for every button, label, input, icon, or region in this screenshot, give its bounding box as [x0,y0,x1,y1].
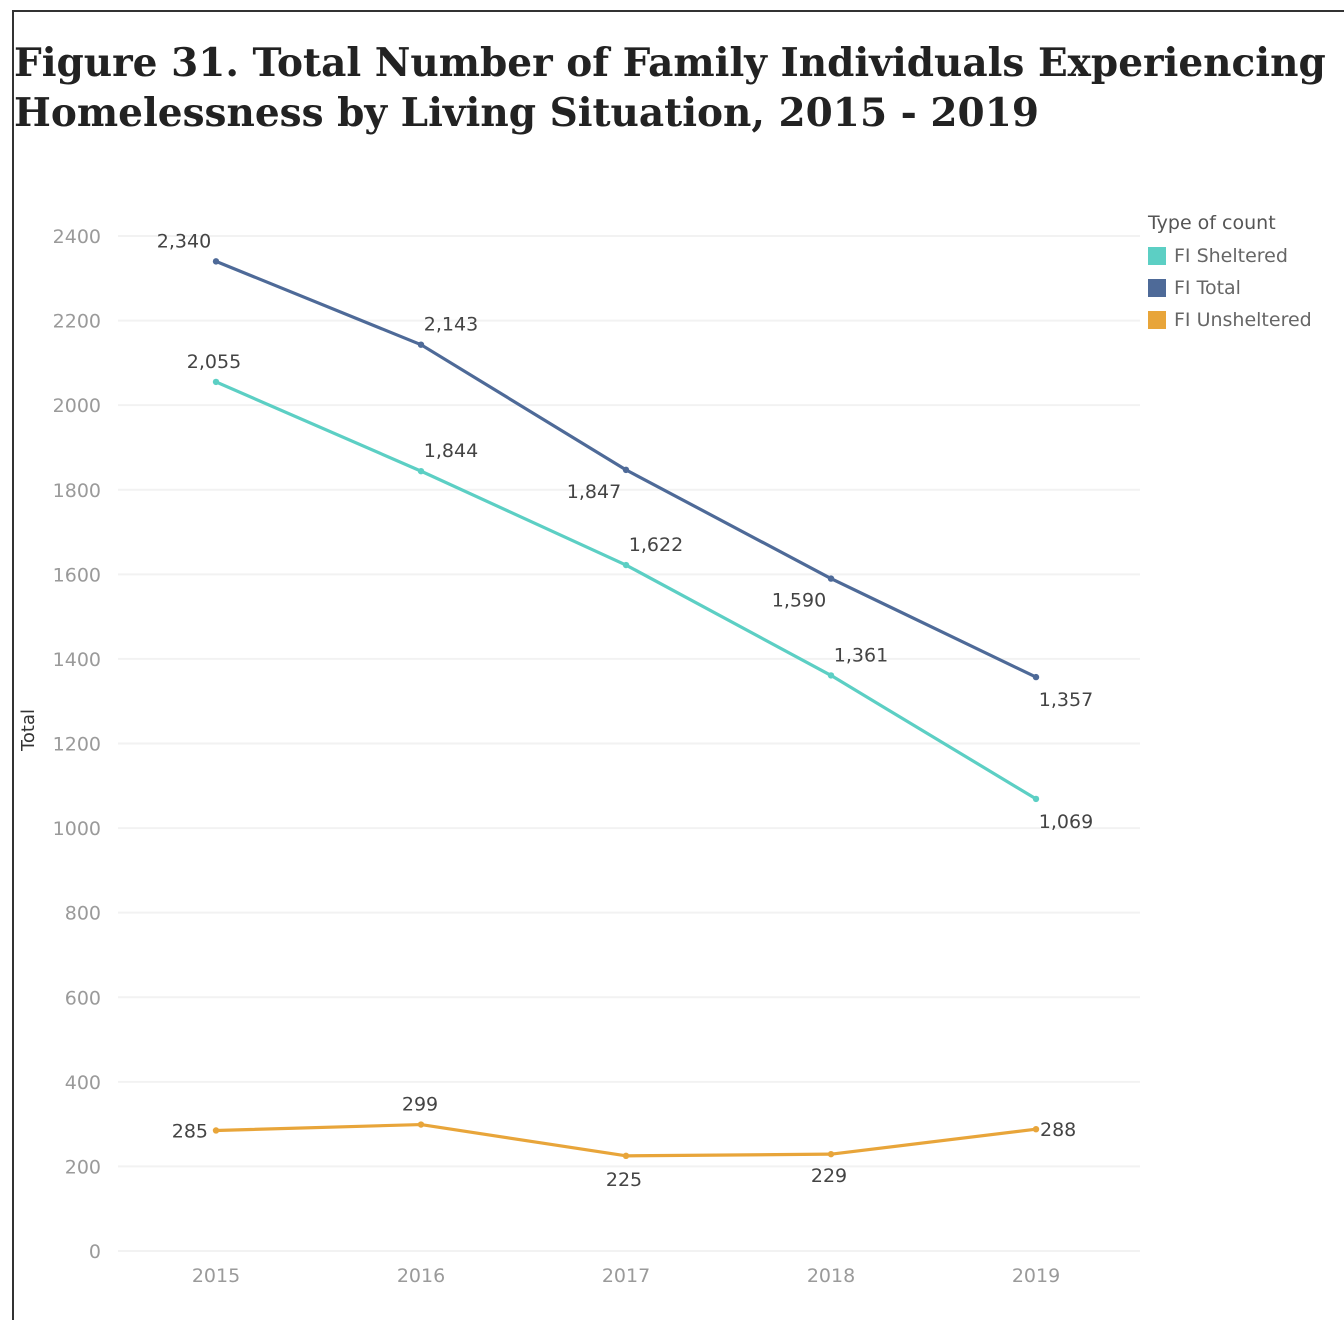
y-tick-label: 1800 [53,480,101,502]
y-tick-label: 200 [65,1156,101,1178]
data-labels: 2,055 1,844 1,622 1,361 1,069 2,340 2,143 1,847… [157,230,1093,1190]
y-tick-label: 800 [65,903,101,925]
series-line-unsheltered [214,1122,1038,1158]
data-label-total: 2,143 [424,314,478,336]
y-tick-label: 2200 [53,311,101,333]
figure-frame [12,10,1344,1320]
y-axis-ticks: 0 200 400 600 800 1000 1200 1400 1600 1800 2000 220… [53,226,101,1263]
data-point-total [1032,673,1040,681]
legend-title: Type of count [1148,212,1276,234]
data-label-sheltered: 1,622 [629,534,683,556]
y-tick-label: 1400 [53,649,101,671]
legend-label-sheltered: FI Sheltered [1174,245,1288,267]
data-point-total [212,258,220,265]
data-point-total [622,466,630,474]
legend-swatch-unsheltered [1148,311,1166,329]
y-tick-label: 600 [65,987,101,1009]
legend: Type of count FI Sheltered FI Total FI U… [1148,212,1312,336]
data-point-sheltered [827,672,835,679]
data-label-total: 2,340 [157,230,211,252]
y-tick-label: 0 [89,1241,101,1263]
data-label-unsheltered: 299 [402,1094,438,1116]
data-label-unsheltered: 229 [811,1165,847,1187]
series-points [212,258,1040,1160]
y-tick-label: 2400 [53,226,101,248]
legend-item-sheltered: FI Sheltered [1148,240,1312,272]
x-tick-label: 2017 [602,1265,650,1287]
data-label-unsheltered: 285 [172,1120,208,1142]
data-label-total: 1,590 [772,590,826,612]
x-tick-label: 2016 [397,1265,445,1287]
y-tick-label: 400 [65,1072,101,1094]
y-tick-label: 2000 [53,395,101,417]
chart-title: Figure 31. Total Number of Family Indivi… [14,40,1326,136]
x-tick-label: 2018 [807,1265,855,1287]
legend-swatch-sheltered [1148,247,1166,265]
data-point-sheltered [1032,795,1040,803]
legend-label-total: FI Total [1174,277,1241,299]
data-label-unsheltered: 288 [1040,1119,1076,1141]
x-tick-label: 2019 [1012,1265,1060,1287]
x-tick-label: 2015 [192,1265,240,1287]
y-tick-label: 1600 [53,564,101,586]
data-label-sheltered: 1,361 [834,644,888,666]
data-point-unsheltered [212,1127,220,1134]
data-label-sheltered: 1,069 [1039,811,1093,833]
data-point-sheltered [417,467,425,475]
data-label-sheltered: 1,844 [424,440,478,462]
data-label-unsheltered: 225 [606,1169,642,1191]
legend-item-total: FI Total [1148,272,1312,304]
gridlines [118,235,1140,1252]
legend-swatch-total [1148,279,1166,297]
data-point-unsheltered [417,1121,425,1128]
x-axis-ticks: 2015 2016 2017 2018 2019 [192,1265,1060,1287]
series-lines [214,259,1038,1158]
legend-label-unsheltered: FI Unsheltered [1174,309,1312,331]
data-label-total: 1,847 [567,481,621,503]
data-point-total [827,575,835,582]
y-axis-label: Total [18,709,39,752]
data-point-sheltered [212,378,220,386]
y-tick-label: 1000 [53,818,101,840]
data-point-sheltered [622,561,630,569]
data-point-unsheltered [1032,1126,1040,1133]
data-point-unsheltered [827,1150,835,1158]
y-tick-label: 1200 [53,734,101,756]
data-point-total [417,341,425,348]
series-line-sheltered [214,380,1038,801]
data-label-sheltered: 2,055 [187,351,241,373]
legend-item-unsheltered: FI Unsheltered [1148,304,1312,336]
data-label-total: 1,357 [1039,689,1093,711]
data-point-unsheltered [622,1152,630,1160]
